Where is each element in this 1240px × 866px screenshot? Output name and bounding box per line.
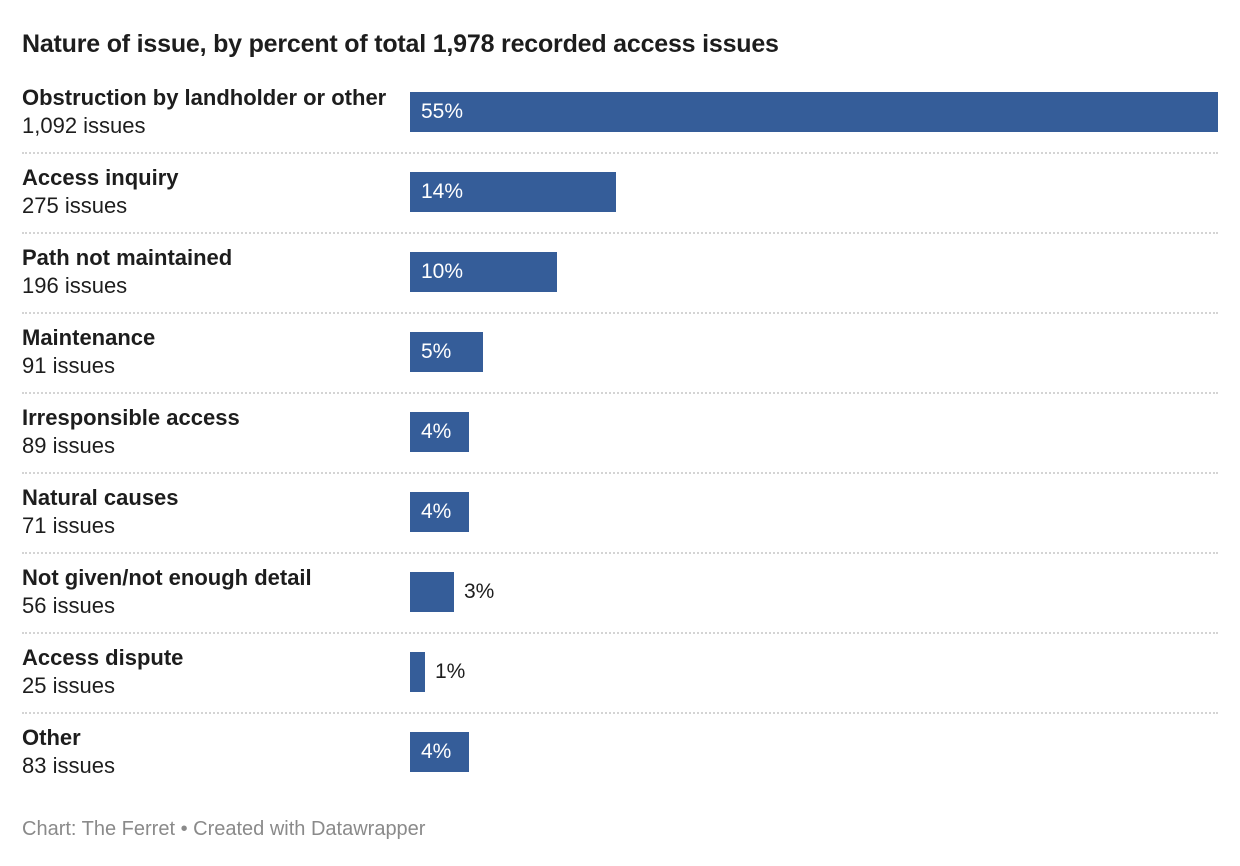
category-label: Irresponsible access xyxy=(22,405,240,430)
value-label: 4% xyxy=(421,500,452,523)
value-label: 4% xyxy=(421,740,452,763)
value-label: 14% xyxy=(421,180,464,203)
row-divider xyxy=(22,232,1218,234)
issue-count-label: 196 issues xyxy=(22,273,128,298)
row-divider xyxy=(22,632,1218,634)
value-label: 10% xyxy=(421,260,464,283)
issue-count-label: 89 issues xyxy=(22,433,115,458)
category-label: Access inquiry xyxy=(22,165,179,190)
bar xyxy=(410,252,557,292)
issue-count-label: 275 issues xyxy=(22,193,128,218)
value-label: 5% xyxy=(421,340,452,363)
category-label: Natural causes xyxy=(22,485,179,510)
bar xyxy=(410,332,483,372)
row-divider xyxy=(22,552,1218,554)
value-label: 4% xyxy=(421,420,452,443)
category-label: Access dispute xyxy=(22,645,184,670)
category-label: Path not maintained xyxy=(22,245,233,270)
issue-count-label: 25 issues xyxy=(22,673,115,698)
bar xyxy=(410,172,616,212)
value-label: 1% xyxy=(435,660,466,683)
bar xyxy=(410,412,469,452)
issue-count-label: 91 issues xyxy=(22,353,115,378)
category-label: Other xyxy=(22,725,81,750)
issue-count-label: 56 issues xyxy=(22,593,115,618)
bar xyxy=(410,92,1218,132)
row-divider xyxy=(22,152,1218,154)
bar xyxy=(410,572,454,612)
chart-title: Nature of issue, by percent of total 1,9… xyxy=(22,30,779,58)
issue-count-label: 83 issues xyxy=(22,753,115,778)
row-divider xyxy=(22,392,1218,394)
category-label: Not given/not enough detail xyxy=(22,565,312,590)
bar xyxy=(410,732,469,772)
category-label: Obstruction by landholder or other xyxy=(22,85,387,110)
issue-count-label: 71 issues xyxy=(22,513,115,538)
row-divider xyxy=(22,712,1218,714)
chart-footer: Chart: The Ferret • Created with Datawra… xyxy=(22,818,426,840)
bar xyxy=(410,492,469,532)
value-label: 3% xyxy=(464,580,495,603)
row-divider xyxy=(22,472,1218,474)
bar xyxy=(410,652,425,692)
row-divider xyxy=(22,312,1218,314)
category-label: Maintenance xyxy=(22,325,156,350)
issue-count-label: 1,092 issues xyxy=(22,113,146,138)
value-label: 55% xyxy=(421,100,464,123)
